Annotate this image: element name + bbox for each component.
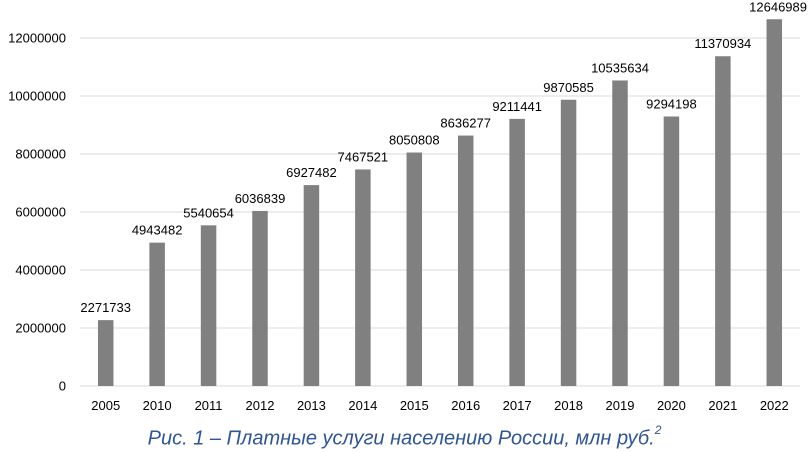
data-label: 11370934 xyxy=(694,36,751,51)
bar xyxy=(509,118,525,386)
data-label: 10535634 xyxy=(591,60,649,75)
bar xyxy=(663,116,680,386)
y-tick-label: 12000000 xyxy=(8,31,66,46)
data-label: 12646989 xyxy=(749,0,807,14)
x-tick-label: 2016 xyxy=(451,398,480,413)
bar xyxy=(200,225,217,386)
caption-text: Рис. 1 – Платные услуги населению России… xyxy=(147,427,655,450)
y-tick-label: 2000000 xyxy=(15,321,66,336)
data-label: 6927482 xyxy=(286,165,337,180)
bar xyxy=(252,210,268,386)
bars xyxy=(97,19,783,387)
bar xyxy=(560,99,577,386)
data-label: 8636277 xyxy=(440,116,491,131)
grid-lines xyxy=(80,37,800,387)
x-tick-label: 2018 xyxy=(554,398,583,413)
bar xyxy=(97,320,114,386)
y-tick-label: 4000000 xyxy=(15,263,66,278)
y-axis-ticks: 0 2000000 4000000 6000000 8000000 10000000 120… xyxy=(8,31,66,394)
x-tick-label: 2011 xyxy=(195,398,223,413)
y-tick-label: 10000000 xyxy=(8,89,66,104)
bar xyxy=(406,152,423,386)
figure-caption: Рис. 1 – Платные услуги населению России… xyxy=(0,420,809,450)
x-tick-label: 2020 xyxy=(657,398,686,413)
x-axis-ticks: 2005 2010 2011 2012 2013 2014 2015 2016 2017 2018… xyxy=(91,398,788,413)
bar-chart: 0 2000000 4000000 6000000 8000000 10000000 120… xyxy=(8,0,807,413)
bar xyxy=(766,19,783,387)
data-label: 9294198 xyxy=(646,96,697,111)
x-tick-label: 2021 xyxy=(708,398,737,413)
y-tick-label: 8000000 xyxy=(15,147,66,162)
bar xyxy=(355,169,371,386)
y-tick-label: 0 xyxy=(59,379,66,394)
x-tick-label: 2019 xyxy=(606,398,635,413)
caption-footnote: 2 xyxy=(654,423,662,437)
x-tick-label: 2005 xyxy=(91,398,120,413)
data-label: 2271733 xyxy=(80,300,131,315)
data-label: 9870585 xyxy=(543,80,594,95)
data-label: 4943482 xyxy=(132,223,183,238)
x-tick-label: 2013 xyxy=(297,398,326,413)
x-tick-label: 2010 xyxy=(143,398,172,413)
bar xyxy=(715,56,731,386)
x-tick-label: 2012 xyxy=(246,398,275,413)
data-label: 6036839 xyxy=(235,191,286,206)
bar xyxy=(457,135,474,386)
bar xyxy=(303,185,320,386)
data-label: 9211441 xyxy=(492,99,542,114)
data-label: 8050808 xyxy=(389,133,440,148)
x-tick-label: 2017 xyxy=(503,398,532,413)
x-tick-label: 2022 xyxy=(760,398,789,413)
x-tick-label: 2014 xyxy=(348,398,377,413)
data-label: 7467521 xyxy=(338,149,389,164)
x-tick-label: 2015 xyxy=(400,398,429,413)
data-label: 5540654 xyxy=(183,205,234,220)
bar xyxy=(612,80,628,386)
y-tick-label: 6000000 xyxy=(15,205,66,220)
bar xyxy=(149,242,165,386)
data-labels: 2271733 494348255406546036839692748274675… xyxy=(80,0,807,315)
